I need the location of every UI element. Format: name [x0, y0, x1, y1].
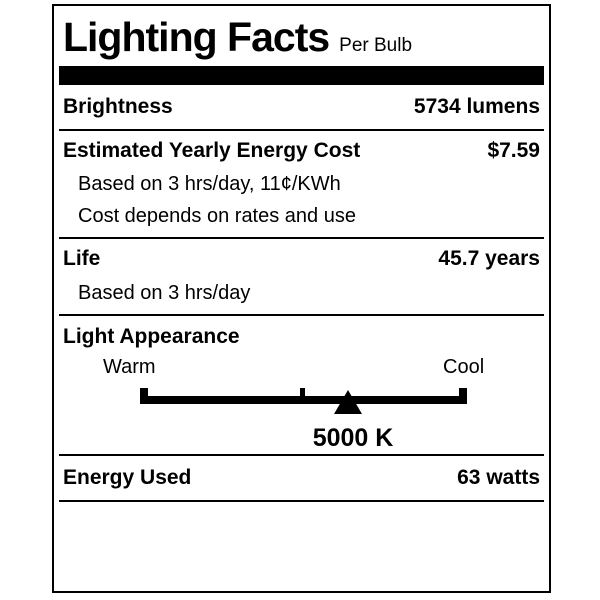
- energy-used-label: Energy Used: [63, 465, 192, 489]
- brightness-label: Brightness: [63, 94, 173, 118]
- brightness-value: 5734 lumens: [413, 94, 540, 118]
- brightness-row: Brightness 5734 lumens: [54, 85, 549, 129]
- light-appearance-scale-labels: Warm Cool: [63, 350, 540, 382]
- energy-cost-section: Estimated Yearly Energy Cost $7.59 Based…: [54, 131, 549, 237]
- life-value: 45.7 years: [438, 247, 540, 271]
- divider: [59, 129, 544, 132]
- label-subtitle: Per Bulb: [339, 35, 413, 56]
- energy-cost-note-usage: Based on 3 hrs/day, 11¢/KWh: [78, 173, 341, 196]
- energy-used-value: 63 watts: [457, 465, 540, 489]
- label-header: Lighting Facts Per Bulb: [54, 6, 549, 64]
- life-section: Life 45.7 years Based on 3 hrs/day: [54, 239, 549, 313]
- divider: [59, 313, 544, 316]
- kelvin-row: 5000 K: [63, 424, 540, 454]
- kelvin-value: 5000 K: [312, 423, 394, 452]
- label-title: Lighting Facts: [63, 14, 330, 60]
- divider: [59, 500, 544, 503]
- cool-label: Cool: [443, 355, 485, 378]
- warm-label: Warm: [103, 355, 156, 378]
- energy-cost-value: $7.59: [487, 139, 540, 163]
- energy-cost-note-rates: Cost depends on rates and use: [78, 205, 356, 228]
- scale-left-end-tick: [140, 387, 148, 404]
- scale-right-end-tick: [459, 387, 467, 404]
- lighting-facts-label: Lighting Facts Per Bulb Brightness 5734 …: [52, 4, 551, 593]
- energy-cost-row: Estimated Yearly Energy Cost $7.59: [63, 138, 540, 164]
- temperature-scale-bar: [140, 387, 467, 404]
- thick-divider-bar: [59, 65, 544, 85]
- life-row: Life 45.7 years: [63, 246, 540, 272]
- divider: [59, 237, 544, 240]
- life-note-usage: Based on 3 hrs/day: [78, 281, 251, 304]
- energy-used-row: Energy Used 63 watts: [54, 456, 549, 500]
- life-label: Life: [63, 247, 101, 271]
- light-appearance-section: Light Appearance Warm Cool 5000 K: [54, 316, 549, 454]
- scale-middle-tick: [300, 387, 305, 404]
- divider: [59, 453, 544, 456]
- scale-pointer-triangle-icon: [334, 389, 362, 414]
- energy-cost-label: Estimated Yearly Energy Cost: [63, 139, 361, 163]
- light-appearance-scale: [63, 382, 540, 428]
- light-appearance-label: Light Appearance: [63, 324, 240, 348]
